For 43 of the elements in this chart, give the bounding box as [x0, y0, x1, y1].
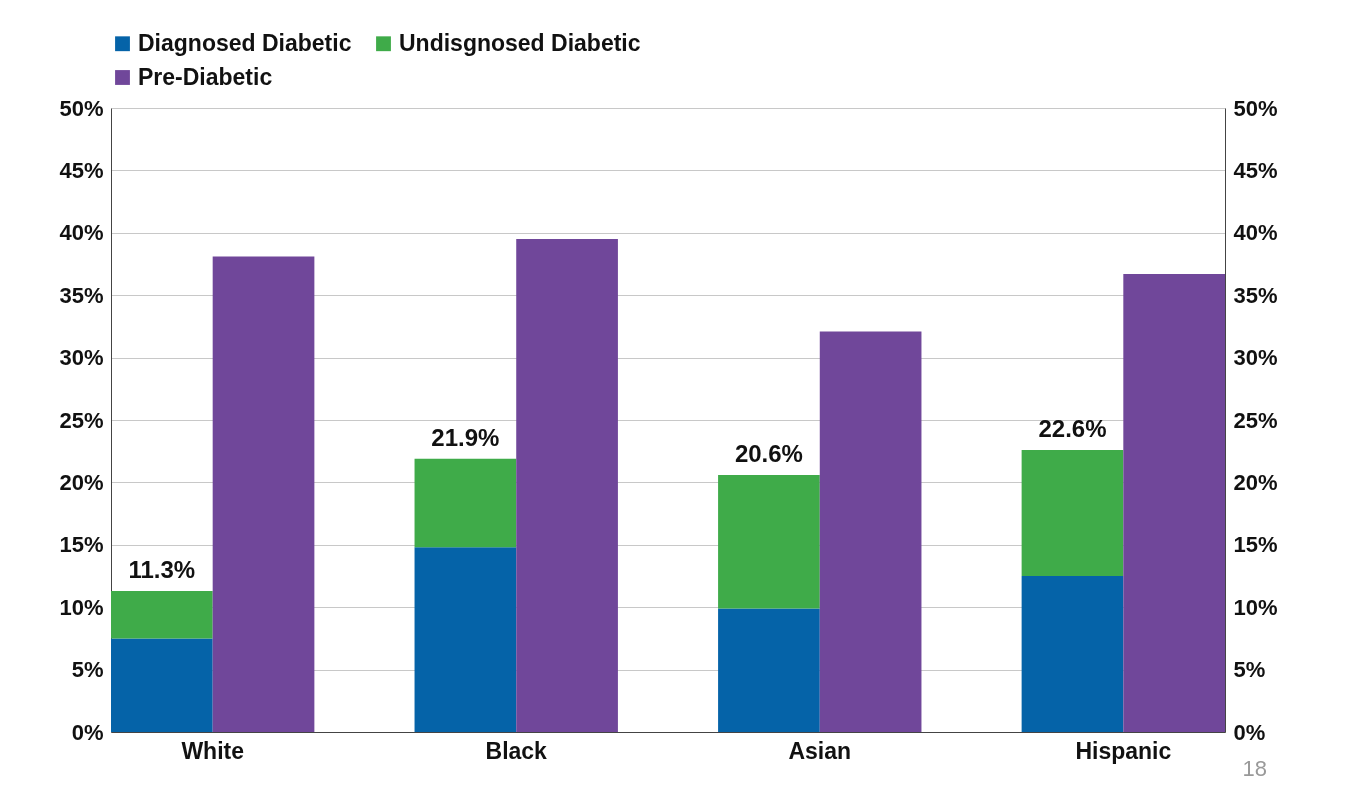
total-label: 11.3%: [128, 555, 196, 583]
legend-label: Pre-Diabetic: [138, 63, 273, 90]
y2-tick-label: 35%: [1233, 282, 1278, 308]
bar: [1123, 273, 1225, 732]
y-tick-label: 25%: [59, 407, 104, 433]
legend-label: Diagnosed Diabetic: [138, 29, 352, 56]
total-label: 20.6%: [734, 439, 803, 467]
y2-tick-label: 5%: [1233, 657, 1266, 683]
bar: [1021, 449, 1124, 576]
x-tick-label: White: [181, 737, 244, 764]
y-tick-label: 10%: [59, 594, 104, 620]
y-tick-label: 30%: [59, 345, 104, 371]
y-tick-label: 40%: [59, 220, 104, 246]
x-tick-label: Black: [485, 737, 548, 764]
y-tick-label: 50%: [59, 95, 104, 121]
y2-tick-label: 10%: [1233, 594, 1278, 620]
x-tick-label: Hispanic: [1075, 737, 1172, 764]
y2-tick-label: 0%: [1233, 719, 1266, 745]
total-label: 21.9%: [431, 423, 500, 451]
y2-tick-label: 25%: [1233, 407, 1278, 433]
bar: [718, 608, 820, 732]
total-label: 22.6%: [1038, 414, 1107, 442]
y2-tick-label: 15%: [1233, 532, 1278, 558]
bar: [516, 239, 618, 732]
bar: [111, 638, 213, 732]
y-tick-label: 5%: [71, 657, 104, 683]
y2-tick-label: 50%: [1233, 95, 1278, 121]
text: 18: [1242, 756, 1267, 782]
bar: [819, 331, 922, 732]
bar: [212, 256, 315, 732]
y2-tick-label: 30%: [1233, 345, 1278, 371]
y-tick-label: 20%: [59, 469, 104, 495]
bar: [111, 590, 213, 639]
y-tick-label: 45%: [59, 157, 104, 183]
legend-label: Undisgnosed Diabetic: [399, 29, 641, 56]
y-tick-label: 0%: [71, 719, 104, 745]
x-tick-label: Asian: [788, 737, 852, 764]
y2-tick-label: 40%: [1233, 220, 1278, 246]
y-tick-label: 15%: [59, 532, 104, 558]
y-tick-label: 35%: [59, 282, 104, 308]
bar: [414, 458, 517, 548]
y2-tick-label: 20%: [1233, 469, 1278, 495]
y2-tick-label: 45%: [1233, 157, 1278, 183]
